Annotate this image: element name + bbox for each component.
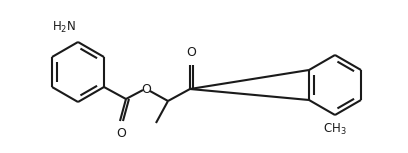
Text: CH$_3$: CH$_3$ — [323, 122, 347, 137]
Text: O: O — [141, 82, 151, 95]
Text: O: O — [186, 46, 196, 59]
Text: H$_2$N: H$_2$N — [52, 20, 76, 35]
Text: O: O — [116, 127, 126, 140]
